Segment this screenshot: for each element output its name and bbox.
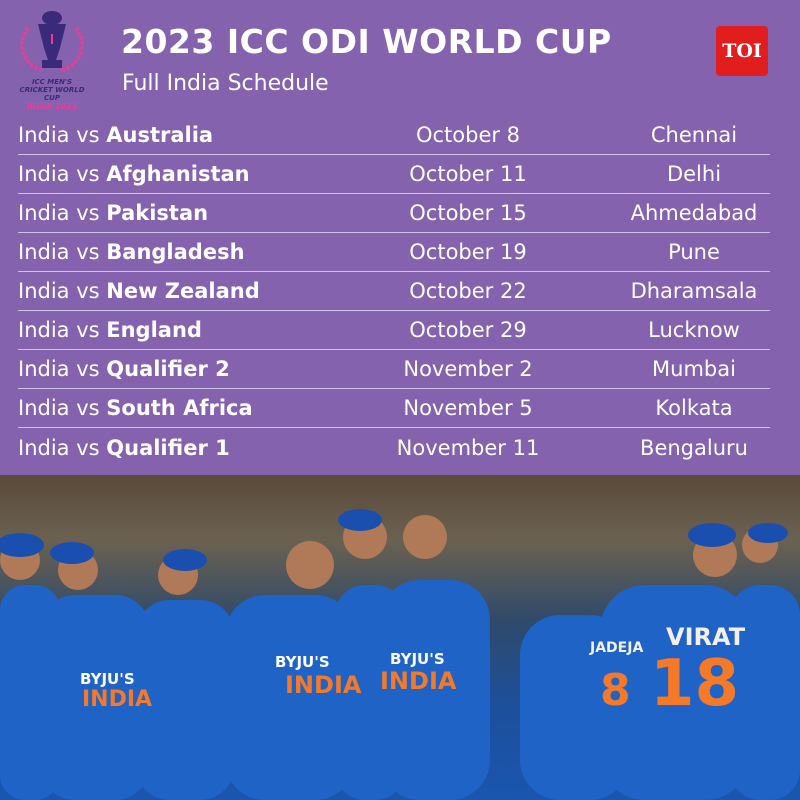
table-row: India vs Afghanistan October 11 Delhi [18, 155, 770, 194]
date-cell: October 22 [409, 279, 527, 303]
team-text: INDIA [285, 671, 362, 699]
venue-cell: Pune [668, 240, 720, 264]
table-row: India vs England October 29 Lucknow [18, 311, 770, 350]
venue-cell: Lucknow [648, 318, 740, 342]
table-row: India vs Bangladesh October 19 Pune [18, 233, 770, 272]
match-cell: India vs Australia [18, 123, 214, 147]
match-cell: India vs Afghanistan [18, 162, 250, 186]
jersey-number: 8 [600, 665, 631, 716]
venue-cell: Bengaluru [640, 435, 748, 460]
date-cell: November 11 [396, 435, 540, 460]
jersey-name: JADEJA [590, 640, 644, 656]
trophy-icon [20, 11, 84, 72]
team-text: INDIA [82, 687, 153, 712]
venue-cell: Delhi [666, 162, 722, 186]
table-row: India vs Qualifier 1 November 11 Bengaluru [18, 428, 770, 467]
venue-cell: Kolkata [655, 396, 733, 420]
page-title: 2023 ICC ODI WORLD CUP [121, 22, 612, 61]
match-cell: India vs Qualifier 2 [18, 357, 230, 381]
jersey-number: 18 [650, 647, 740, 721]
date-cell: October 15 [409, 201, 527, 225]
date-cell: October 8 [415, 123, 521, 147]
jersey-name: VIRAT [666, 623, 746, 651]
world-cup-logo: ICC MEN'S CRICKET WORLD CUP INDIA 2023 [12, 8, 92, 111]
table-row: India vs Pakistan October 15 Ahmedabad [18, 194, 770, 233]
table-row: India vs Australia October 8 Chennai [18, 116, 770, 155]
logo-text: CRICKET WORLD CUP [19, 86, 85, 102]
table-row: India vs New Zealand October 22 Dharamsala [18, 272, 770, 311]
table-row: India vs Qualifier 2 November 2 Mumbai [18, 350, 770, 389]
match-cell: India vs Bangladesh [18, 240, 245, 264]
sponsor-text: BYJU'S [390, 650, 445, 668]
date-cell: October 19 [409, 240, 527, 264]
match-cell: India vs England [18, 318, 202, 342]
page-subtitle: Full India Schedule [122, 71, 329, 96]
sponsor-text: BYJU'S [80, 670, 135, 688]
toi-logo: TOI [716, 26, 768, 76]
venue-cell: Mumbai [652, 357, 736, 381]
venue-cell: Ahmedabad [630, 201, 758, 225]
logo-text: INDIA 2023 [26, 102, 78, 111]
table-row: India vs South Africa November 5 Kolkata [18, 389, 770, 428]
venue-cell: Dharamsala [630, 279, 758, 303]
match-cell: India vs Pakistan [18, 201, 209, 225]
date-cell: October 11 [409, 162, 527, 186]
date-cell: October 29 [409, 318, 527, 342]
schedule-table: India vs Australia October 8 Chennai India… [18, 116, 770, 467]
sponsor-text: BYJU'S [275, 653, 330, 671]
date-cell: November 5 [403, 396, 533, 420]
date-cell: November 2 [403, 357, 533, 381]
logo-text: ICC MEN'S [31, 78, 73, 86]
team-photo: VIRAT 18 JADEJA 8 BYJU'S INDIA BYJU'S IN… [0, 475, 800, 800]
match-cell: India vs New Zealand [18, 279, 260, 303]
match-cell: India vs South Africa [18, 396, 253, 420]
team-text: INDIA [380, 667, 457, 695]
match-cell: India vs Qualifier 1 [18, 435, 230, 460]
venue-cell: Chennai [650, 123, 738, 147]
